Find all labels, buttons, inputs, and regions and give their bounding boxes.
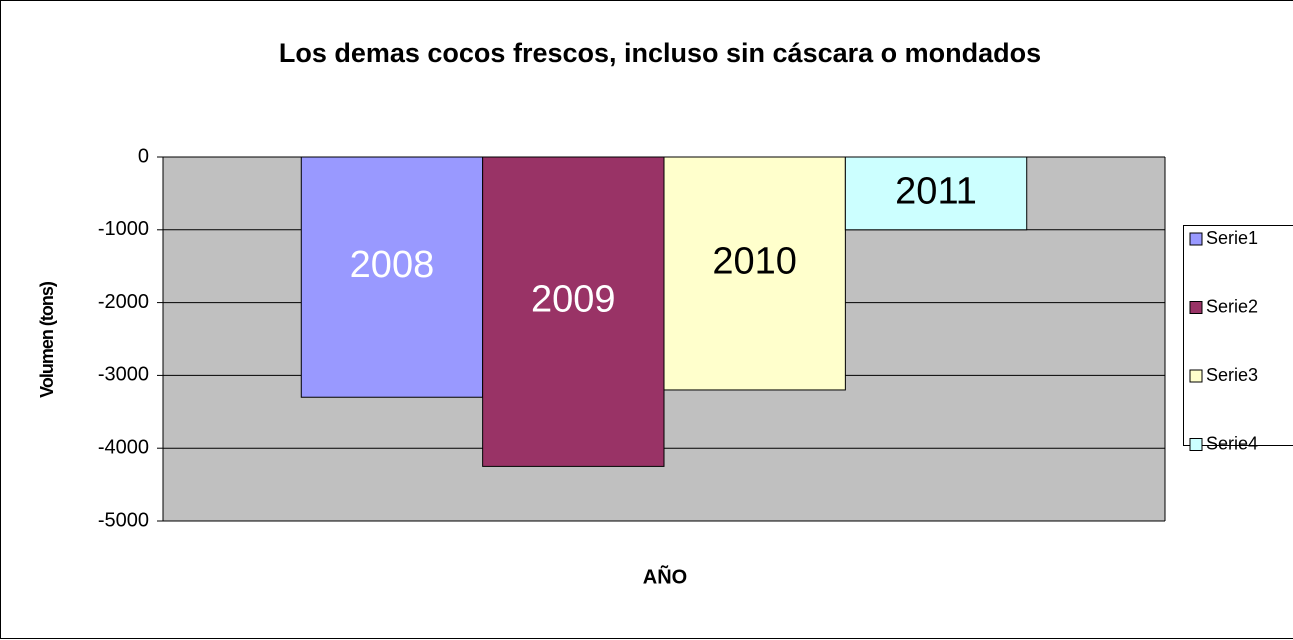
y-axis-title: Volumen (tons) <box>37 281 57 398</box>
legend-swatch <box>1189 369 1203 383</box>
legend-label: Serie1 <box>1206 228 1258 248</box>
legend <box>1183 225 1293 446</box>
y-tick-label: -4000 <box>98 436 149 458</box>
y-tick-label: -3000 <box>98 364 149 386</box>
bar-annotation: 2010 <box>712 241 797 283</box>
legend-label: Serie4 <box>1206 433 1258 453</box>
y-tick-label: -1000 <box>98 218 149 240</box>
y-tick-label: 0 <box>138 145 149 167</box>
bar <box>300 156 484 398</box>
bar <box>482 156 665 467</box>
bar-annotation: 2009 <box>531 279 616 321</box>
legend-swatch <box>1189 438 1203 451</box>
legend-swatch <box>1189 301 1203 314</box>
legend-label: Serie2 <box>1206 296 1258 316</box>
y-tick-label: -2000 <box>98 291 149 313</box>
y-tick-label: -5000 <box>98 509 149 531</box>
bar <box>663 156 846 391</box>
bar-annotation: 2008 <box>350 244 435 286</box>
chart-title: Los demas cocos frescos, incluso sin cás… <box>279 38 1041 68</box>
legend-swatch <box>1189 232 1203 246</box>
bar <box>844 156 1028 231</box>
x-axis-title: AÑO <box>643 565 687 588</box>
legend-label: Serie3 <box>1206 365 1258 385</box>
bar-annotation: 2011 <box>895 170 977 212</box>
